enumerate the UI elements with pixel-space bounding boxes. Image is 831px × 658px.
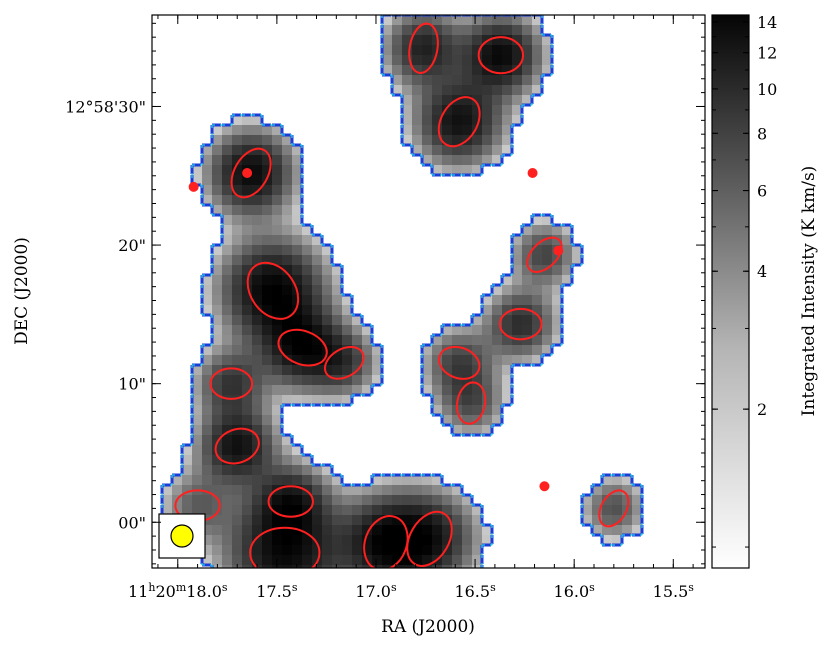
beam-circle (170, 524, 194, 548)
clump-ellipse (214, 427, 260, 465)
axes: 11h20m18.0s 17.5s 17.0s 16.5s 16.0s 15.5s 00" 1… (65, 15, 705, 601)
clump-ellipse (230, 147, 272, 199)
mask-contour-outer (160, 15, 644, 568)
beam-legend (158, 513, 206, 559)
y-tick-label: 10" (118, 375, 146, 394)
colorbar: 2 4 6 8 10 12 14 Integrated Intensity (K km/s) (711, 13, 819, 569)
colorbar-tick-label: 10 (757, 80, 777, 99)
x-tick-label: 16.5s (454, 581, 496, 602)
clump-ellipse (526, 236, 563, 273)
y-tick-label: 12°58'30" (65, 97, 146, 116)
plot-area (152, 15, 705, 568)
colorbar-tick-label: 8 (757, 124, 767, 143)
clump-ellipse (323, 345, 365, 380)
intensity-pixels (162, 15, 643, 568)
clump-ellipse (246, 261, 300, 320)
clump-ellipse (408, 22, 439, 74)
x-axis-label: RA (J2000) (381, 617, 475, 637)
x-tick-label: 11h20m18.0s (128, 581, 228, 602)
mask-contours (160, 15, 644, 568)
clump-ellipse (406, 510, 453, 567)
clump-ellipse (277, 328, 328, 367)
clump-ellipse (438, 345, 481, 380)
clump-ellipse (477, 36, 525, 75)
colorbar-tick-label: 6 (757, 182, 767, 201)
point-source-marker (527, 168, 538, 178)
colorbar-tick-label: 2 (757, 400, 767, 419)
colorbar-ticks: 2 4 6 8 10 12 14 (712, 13, 777, 548)
x-tick-label: 16.0s (554, 581, 596, 602)
clump-ellipse (437, 96, 481, 148)
y-axis-label: DEC (J2000) (12, 237, 32, 345)
clump-ellipse (267, 485, 314, 518)
clump-ellipse (455, 381, 487, 425)
colorbar-tick-label: 4 (757, 262, 767, 281)
clump-ellipse (249, 526, 321, 568)
x-tick-label: 15.5s (653, 581, 695, 602)
point-source-marker (188, 181, 199, 192)
colorbar-tick-label: 14 (757, 13, 777, 32)
y-tick-label: 00" (118, 513, 146, 532)
colorbar-label: Integrated Intensity (K km/s) (799, 166, 819, 417)
y-tick-label: 20" (118, 236, 146, 255)
colorbar-tick-label: 12 (757, 44, 777, 63)
clump-ellipse (598, 489, 630, 528)
x-tick-label: 17.0s (355, 581, 397, 602)
point-source-marker (553, 245, 564, 256)
clump-ellipse (209, 367, 254, 400)
clump-ellipse (498, 307, 543, 341)
point-source-marker (539, 481, 550, 492)
clump-ellipse (363, 515, 409, 568)
point-source-marker (242, 168, 253, 178)
clump-ellipses (174, 22, 630, 568)
point-sources (188, 168, 564, 492)
x-tick-label: 17.5s (256, 581, 298, 602)
